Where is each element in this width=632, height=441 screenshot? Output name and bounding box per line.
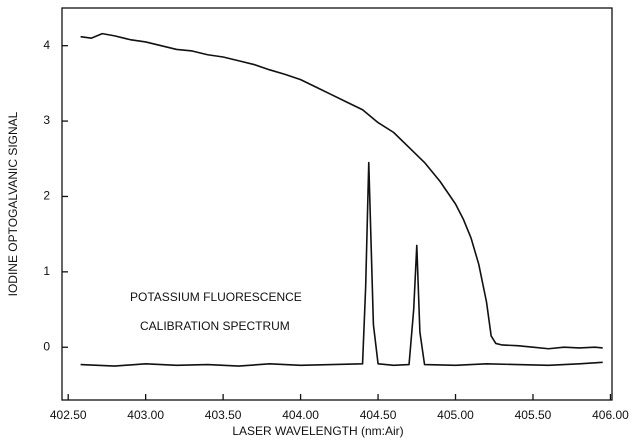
- x-tick-label: 404.00: [282, 408, 319, 422]
- x-tick-label: 403.00: [127, 408, 164, 422]
- line-series: [80, 32, 603, 350]
- annotation: POTASSIUM FLUORESCENCE: [130, 290, 302, 304]
- x-tick-label: 402.50: [50, 408, 87, 422]
- plot-frame: [61, 7, 613, 401]
- x-tick-label: 403.50: [205, 408, 242, 422]
- y-axis-label: IODINE OPTOGALVANIC SIGNAL: [6, 111, 20, 296]
- y-tick-label: 3: [43, 113, 50, 127]
- x-tick-label: 405.00: [437, 408, 474, 422]
- x-tick-label: 405.50: [515, 408, 552, 422]
- y-tick-label: 4: [43, 38, 50, 52]
- line-series: [80, 161, 603, 367]
- y-tick-label: 2: [43, 189, 50, 203]
- y-tick-label: 0: [43, 339, 50, 353]
- x-tick-label: 404.50: [360, 408, 397, 422]
- annotation: CALIBRATION SPECTRUM: [140, 319, 290, 333]
- x-axis-label: LASER WAVELENGTH (nm:Air): [232, 424, 403, 438]
- y-tick-label: 1: [43, 264, 50, 278]
- x-tick-label: 406.00: [592, 408, 629, 422]
